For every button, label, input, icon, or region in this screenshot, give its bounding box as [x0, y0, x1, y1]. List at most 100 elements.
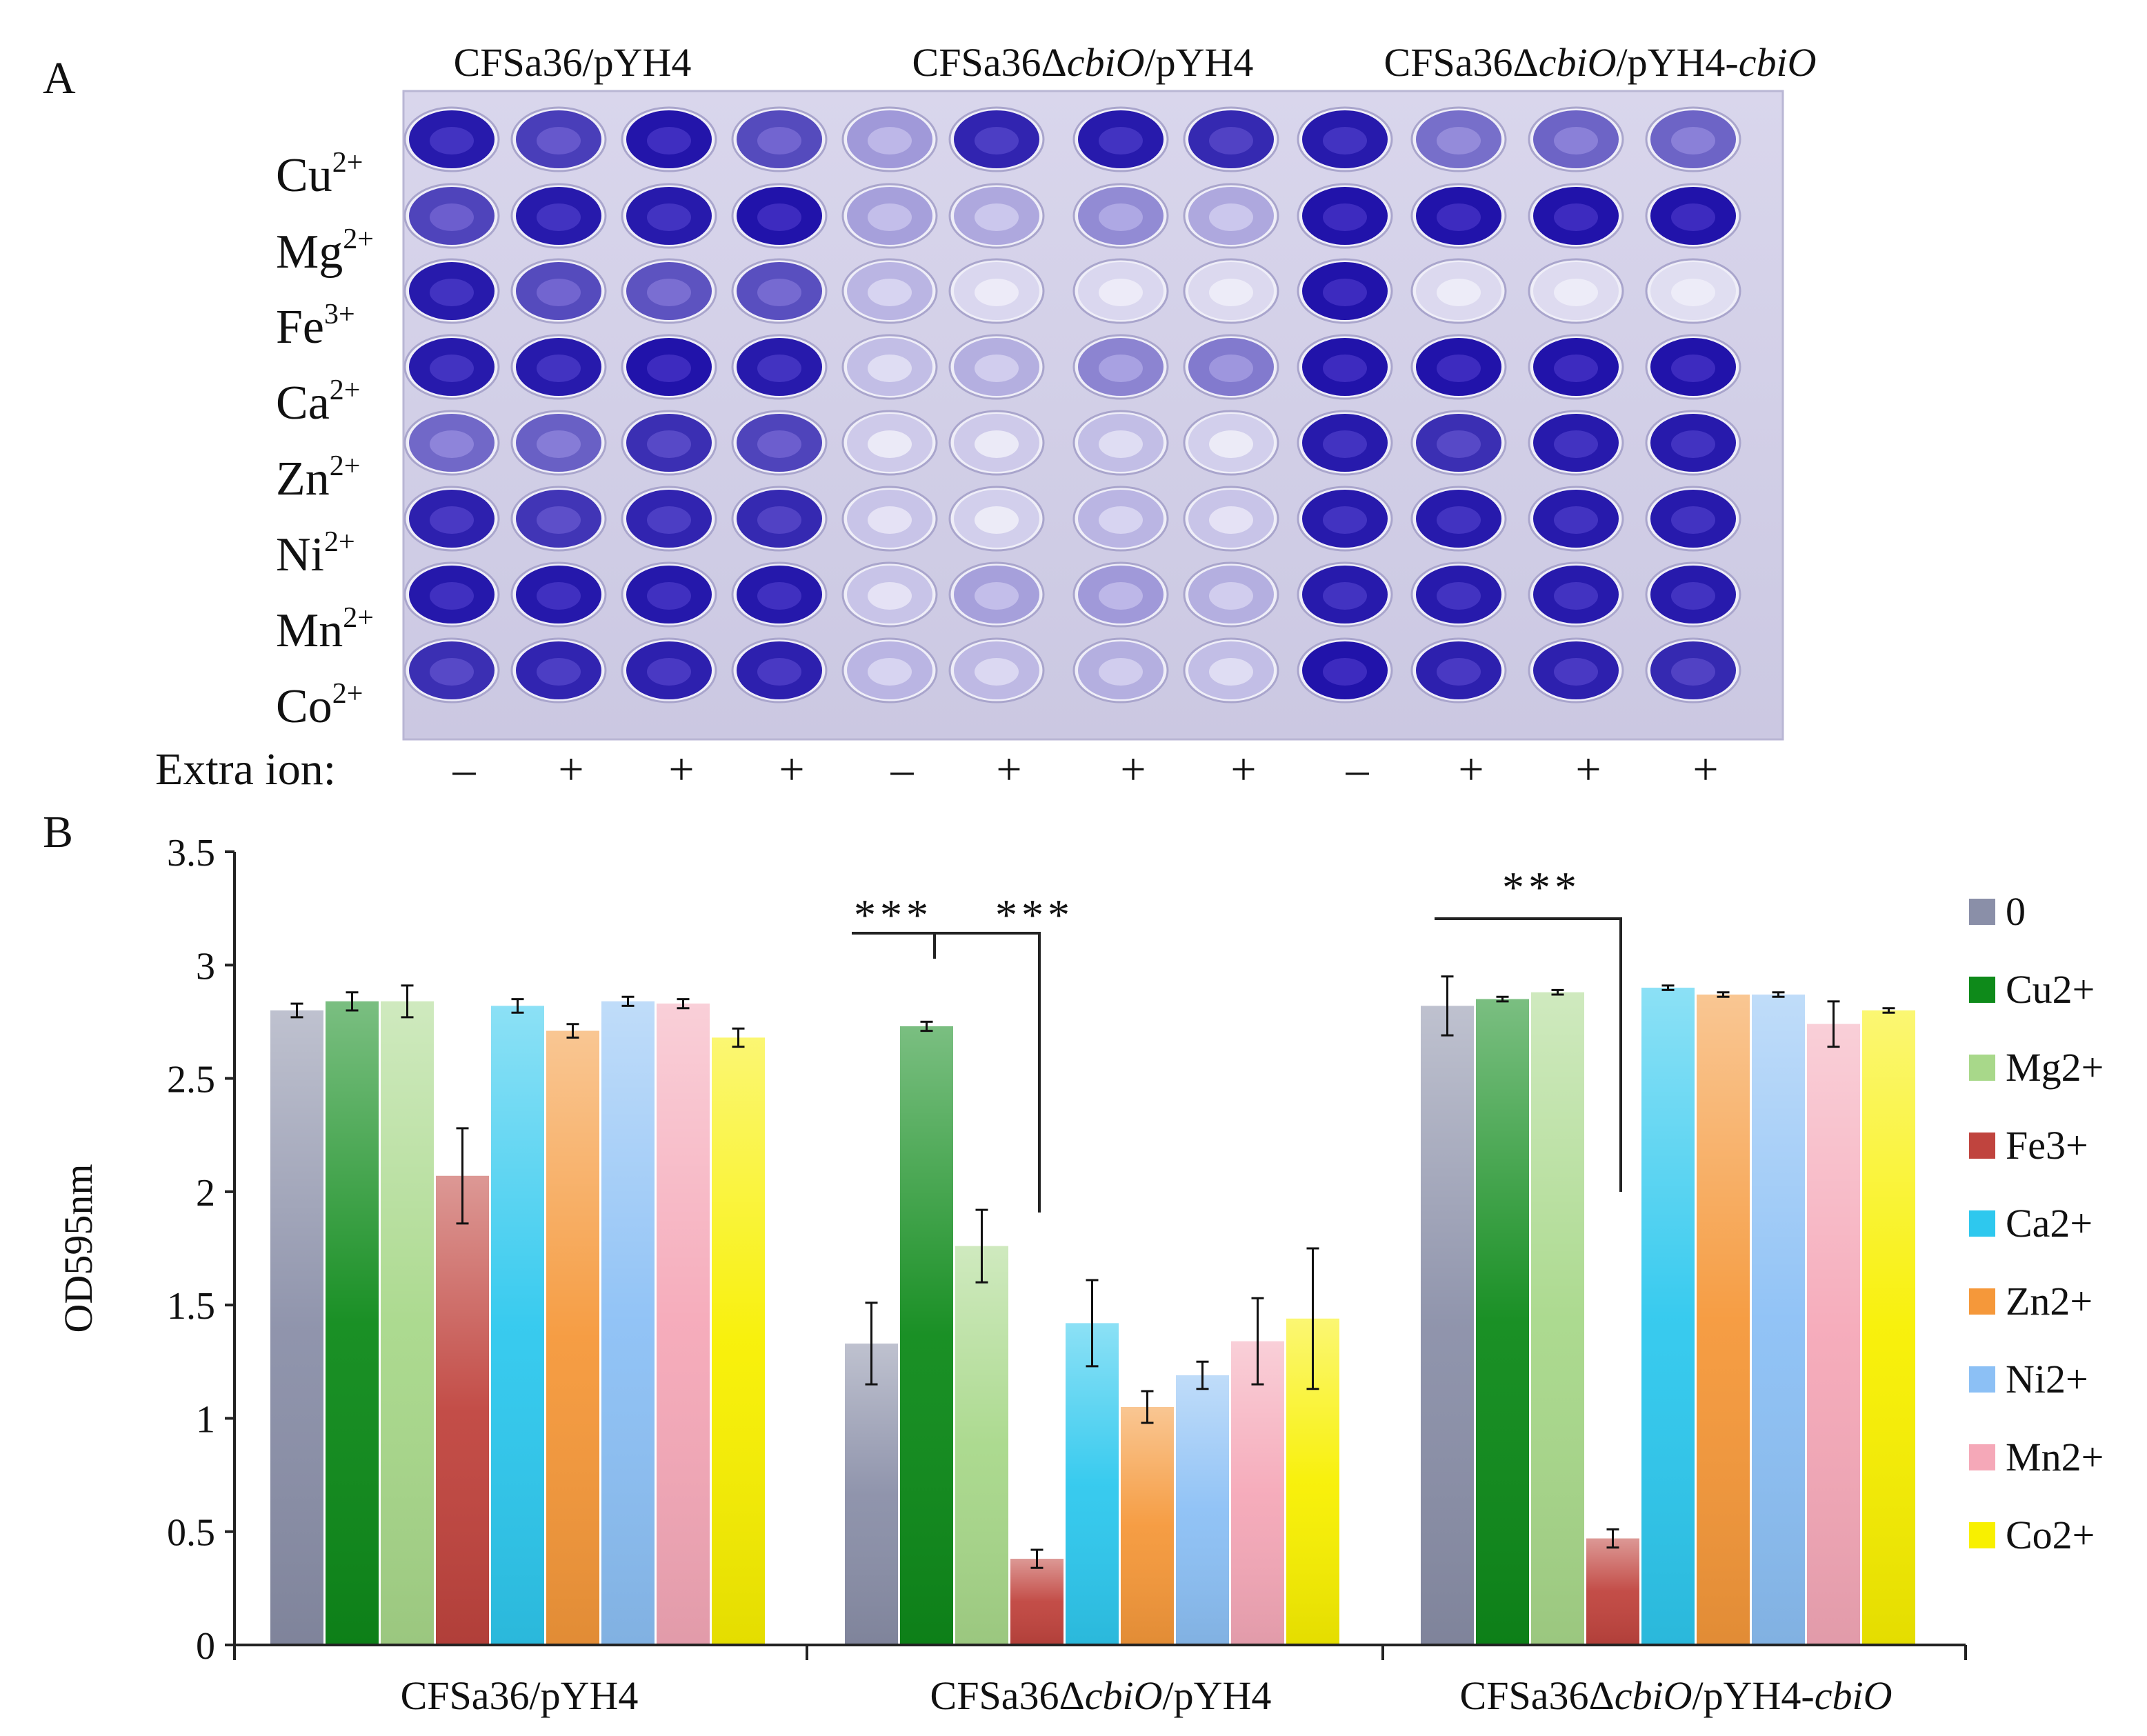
well-center: [1209, 203, 1253, 231]
well-center: [430, 203, 474, 231]
extra-ion-signs: – + + + – + + + – + + +: [452, 744, 1719, 795]
bar-shading: [1641, 988, 1695, 1645]
well-center: [1099, 127, 1143, 154]
bar-shading: [1176, 1375, 1229, 1645]
well-center: [1099, 582, 1143, 610]
well-center: [1099, 430, 1143, 458]
well-center: [1323, 203, 1367, 231]
panel-a: A CFSa36/pYH4 CFSa36ΔcbiO/pYH4 CFSa36Δcb…: [43, 40, 1816, 795]
bar-shading: [1586, 1538, 1639, 1645]
well-center: [537, 203, 581, 231]
bar-shading: [1697, 995, 1750, 1645]
well-center: [757, 658, 801, 686]
well-center: [1323, 582, 1367, 610]
well-center: [1437, 203, 1481, 231]
well-center: [1323, 506, 1367, 534]
well-center: [1209, 506, 1253, 534]
plate-group-title: CFSa36ΔcbiO/pYH4: [912, 40, 1254, 85]
ion-row-label: Mg2+: [276, 223, 374, 279]
well-center: [757, 506, 801, 534]
well-center: [647, 203, 691, 231]
extra-ion-sign: –: [1346, 744, 1370, 795]
bar-shading: [900, 1026, 953, 1645]
well-center: [975, 279, 1019, 306]
well-center: [1671, 279, 1715, 306]
bar-shading: [1862, 1010, 1915, 1645]
extra-ion-sign: –: [452, 744, 477, 795]
ion-row-labels: Cu2+ Mg2+ Fe3+ Ca2+ Zn2+ Ni2+ Mn2+ Co2+: [276, 147, 374, 733]
x-tick-label: CFSa36/pYH4: [401, 1673, 639, 1718]
well-center: [1323, 658, 1367, 686]
extra-ion-sign: +: [779, 744, 804, 795]
well-center: [868, 506, 912, 534]
well-center: [1671, 430, 1715, 458]
extra-ion-sign: +: [558, 744, 583, 795]
well-center: [537, 506, 581, 534]
well-center: [1437, 355, 1481, 382]
well-center: [430, 355, 474, 382]
panel-b: B OD595nm 0 0.5 1 1.5 2 2.5 3 3.5 CFSa36/pYH4 C…: [43, 807, 2104, 1718]
bar-shading: [1476, 999, 1529, 1645]
well-center: [868, 203, 912, 231]
well-center: [1209, 430, 1253, 458]
legend-swatch: [1969, 1366, 1995, 1393]
well-center: [757, 127, 801, 154]
well-center: [1099, 658, 1143, 686]
well-center: [975, 658, 1019, 686]
legend-swatch: [1969, 1055, 1995, 1081]
bar-shading: [657, 1004, 710, 1645]
x-axis: [233, 1644, 1967, 1660]
extra-ion-label: Extra ion:: [155, 744, 336, 795]
ion-row-label: Cu2+: [276, 147, 363, 202]
well-center: [647, 430, 691, 458]
well-center: [1554, 127, 1598, 154]
well-center: [1437, 430, 1481, 458]
extra-ion-sign: +: [1458, 744, 1484, 795]
y-tick-label: 2.5: [167, 1059, 215, 1101]
well-center: [1209, 127, 1253, 154]
y-tick-label: 3: [196, 945, 215, 988]
well-center: [1323, 279, 1367, 306]
ion-row-label: Fe3+: [276, 299, 355, 354]
extra-ion-sign: +: [1692, 744, 1718, 795]
well-center: [868, 355, 912, 382]
y-axis: 0 0.5 1 1.5 2 2.5 3 3.5: [167, 832, 236, 1668]
extra-ion-sign: +: [1230, 744, 1256, 795]
well-center: [647, 582, 691, 610]
ion-row-label: Mn2+: [276, 602, 374, 657]
well-center: [647, 658, 691, 686]
y-tick-label: 0.5: [167, 1512, 215, 1555]
well-center: [1554, 279, 1598, 306]
x-tick-label: CFSa36ΔcbiO/pYH4: [930, 1673, 1272, 1718]
well-center: [757, 582, 801, 610]
legend-swatch: [1969, 1444, 1995, 1470]
well-center: [1671, 203, 1715, 231]
bar-shading: [1066, 1323, 1119, 1645]
bar-shading: [381, 1001, 434, 1645]
well-center: [430, 582, 474, 610]
bar-shading: [712, 1037, 765, 1645]
well-center: [757, 279, 801, 306]
significance-stars: ***: [995, 890, 1074, 939]
well-center: [430, 279, 474, 306]
well-center: [647, 506, 691, 534]
legend-swatch: [1969, 1133, 1995, 1159]
well-center: [430, 127, 474, 154]
well-center: [757, 355, 801, 382]
y-tick-label: 2: [196, 1172, 215, 1215]
well-center: [1099, 203, 1143, 231]
well-center: [1554, 582, 1598, 610]
well-center: [1209, 658, 1253, 686]
legend-label: Fe3+: [2006, 1123, 2088, 1168]
well-center: [757, 430, 801, 458]
well-center: [868, 430, 912, 458]
well-center: [1554, 203, 1598, 231]
well-center: [1099, 506, 1143, 534]
well-center: [1323, 430, 1367, 458]
y-tick-label: 3.5: [167, 832, 215, 875]
well-center: [1437, 582, 1481, 610]
well-center: [975, 506, 1019, 534]
bar-shading: [955, 1246, 1008, 1645]
well-center: [537, 355, 581, 382]
